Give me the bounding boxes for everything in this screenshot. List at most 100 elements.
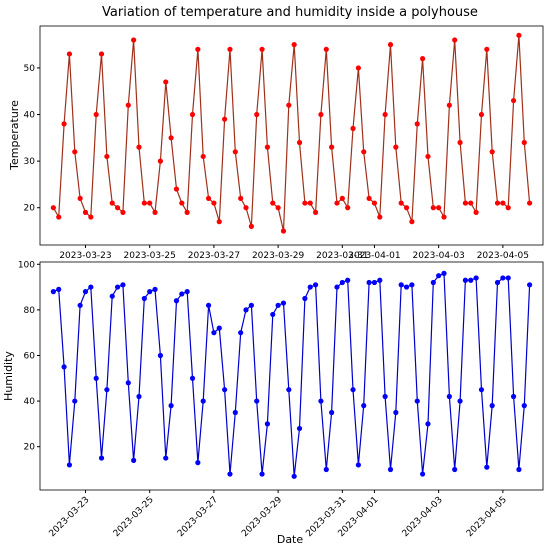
data-point: [189, 111, 196, 118]
y-axis-label: Humidity: [2, 351, 15, 401]
y-tick-label: 20: [24, 204, 36, 214]
data-point: [286, 102, 292, 108]
x-tick-label: 2023-03-29: [252, 251, 305, 261]
data-point: [88, 214, 94, 220]
data-point: [82, 209, 89, 215]
data-point: [345, 277, 351, 283]
data-point: [141, 200, 147, 206]
data-point: [173, 298, 180, 304]
data-point: [216, 325, 222, 331]
data-point: [489, 403, 495, 409]
y-tick-label: 30: [24, 157, 36, 167]
data-point: [61, 364, 67, 370]
data-point: [393, 144, 399, 150]
data-point: [141, 295, 147, 302]
data-point: [98, 51, 105, 57]
data-point: [387, 42, 394, 48]
data-point: [109, 200, 115, 206]
data-point: [468, 277, 474, 283]
data-point: [291, 42, 297, 48]
data-point: [227, 471, 233, 477]
data-point: [430, 279, 436, 286]
data-point: [318, 398, 324, 404]
y-tick-label: 80: [24, 306, 36, 316]
x-tick-label: 2023-03-23: [48, 495, 92, 539]
data-point: [125, 380, 131, 386]
data-point: [264, 144, 271, 150]
data-point: [222, 116, 228, 122]
data-point: [403, 205, 410, 211]
data-point: [414, 398, 420, 404]
data-point: [366, 279, 372, 286]
data-point: [361, 149, 367, 155]
data-point: [211, 200, 217, 206]
data-point: [307, 284, 313, 290]
data-point: [500, 200, 506, 206]
data-point: [484, 46, 490, 52]
x-tick-label: 2023-04-01: [348, 251, 400, 261]
data-point: [168, 135, 174, 141]
data-point: [296, 139, 303, 146]
data-point: [114, 284, 121, 290]
data-point: [387, 466, 394, 473]
data-point: [318, 111, 324, 118]
x-tick-label: 2023-03-25: [124, 251, 176, 261]
data-point: [168, 403, 174, 409]
data-point: [259, 46, 265, 52]
x-tick-label: 2023-04-03: [401, 495, 445, 539]
data-point: [398, 200, 404, 206]
data-point: [248, 223, 254, 229]
data-point: [195, 460, 201, 466]
data-point: [393, 409, 399, 416]
data-point: [302, 200, 308, 206]
data-point: [521, 403, 527, 409]
data-point: [339, 279, 345, 286]
data-point: [462, 277, 469, 283]
y-tick-label: 40: [24, 111, 36, 121]
data-point: [163, 455, 169, 461]
data-point: [189, 375, 196, 381]
data-point: [291, 473, 297, 479]
data-point: [521, 139, 527, 146]
data-point: [104, 153, 110, 160]
data-point: [173, 186, 180, 192]
data-point: [259, 471, 265, 477]
data-line: [52, 35, 531, 232]
data-point: [478, 387, 485, 393]
y-tick-label: 60: [24, 351, 36, 361]
data-point: [355, 462, 361, 468]
data-point: [361, 403, 367, 409]
y-tick-label: 20: [24, 443, 36, 453]
data-point: [280, 228, 287, 234]
x-tick-label: 2023-03-31: [316, 251, 368, 261]
x-tick-label: 2023-04-03: [412, 251, 464, 261]
x-tick-label: 2023-03-25: [112, 495, 156, 539]
data-point: [179, 291, 185, 297]
data-point: [323, 46, 329, 52]
data-point: [77, 302, 83, 308]
data-point: [457, 139, 463, 146]
data-point: [275, 205, 281, 211]
data-point: [409, 219, 415, 225]
data-point: [441, 270, 447, 276]
data-line: [53, 272, 531, 477]
data-point: [93, 111, 99, 118]
data-point: [136, 393, 142, 400]
data-point: [312, 209, 319, 215]
data-point: [72, 149, 78, 155]
data-point: [473, 209, 479, 215]
data-point: [377, 214, 383, 220]
data-point: [104, 387, 110, 393]
data-point: [82, 289, 89, 295]
data-point: [371, 279, 378, 286]
data-point: [275, 302, 281, 308]
data-point: [254, 398, 260, 404]
data-point: [425, 421, 431, 427]
data-point: [527, 282, 533, 288]
data-point: [286, 387, 292, 393]
y-tick-label: 100: [18, 260, 35, 270]
y-axis-label: Temperature: [8, 100, 21, 171]
data-point: [109, 293, 115, 299]
data-point: [382, 111, 388, 118]
